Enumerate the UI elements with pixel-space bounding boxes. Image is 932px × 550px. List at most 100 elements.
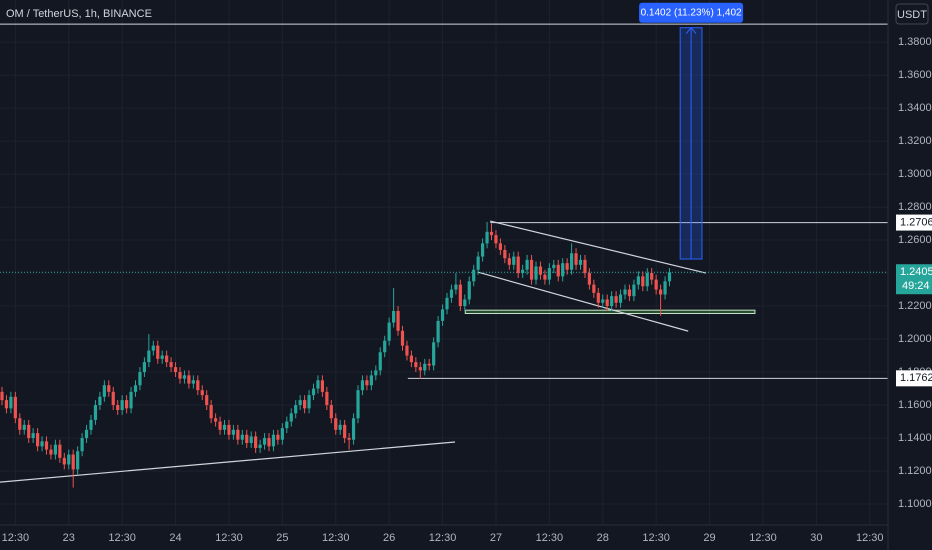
candle-body — [4, 400, 9, 409]
drawings: 0.1402 (11.23%) 1,402 — [0, 2, 888, 483]
currency[interactable]: USDT — [897, 9, 927, 21]
currency-box[interactable] — [895, 3, 929, 25]
y-tick-label: 1.1200 — [898, 465, 932, 477]
candle-body — [614, 296, 618, 303]
x-tick-label: 23 — [63, 532, 75, 544]
candle-body — [187, 375, 191, 384]
candle-body — [436, 320, 440, 343]
candle-body — [596, 292, 600, 303]
candle-body — [574, 253, 578, 265]
candle-body — [650, 273, 654, 280]
y-tick-label: 1.1600 — [898, 399, 932, 411]
candle-body — [392, 311, 396, 323]
candle-body — [360, 380, 365, 391]
candle-body — [365, 380, 369, 386]
x-tick-label: 12:30 — [856, 532, 884, 544]
candle-body — [13, 396, 17, 419]
candle-body — [543, 274, 547, 280]
measure-label: 0.1402 (11.23%) 1,402 — [641, 7, 742, 18]
y-tick-label: 1.1400 — [898, 432, 932, 444]
axes: 1.10001.12001.14001.16001.18001.20001.22… — [2, 36, 932, 544]
candle-body — [316, 380, 320, 389]
candle-body — [182, 375, 187, 379]
candle-body — [351, 418, 356, 440]
candle-body — [529, 259, 534, 280]
x-tick-label: 25 — [276, 532, 288, 544]
candle-body — [561, 263, 565, 277]
x-tick-label: 24 — [169, 532, 181, 544]
candle-body — [280, 428, 284, 440]
candle-body — [102, 385, 106, 397]
candle-body — [120, 400, 124, 411]
candle-body — [525, 259, 529, 270]
candle-body — [0, 391, 4, 401]
candle-body — [521, 269, 525, 274]
x-tick-label: 12:30 — [322, 532, 350, 544]
level-tag — [896, 214, 932, 231]
candle-body — [463, 299, 467, 307]
candle-body — [627, 289, 632, 297]
candle-body — [231, 429, 236, 435]
candle-body — [432, 342, 436, 366]
candle-body — [663, 281, 667, 295]
candle-body — [111, 391, 115, 406]
x-tick-label: 30 — [810, 532, 822, 544]
candle-body — [196, 380, 200, 391]
price-tag-label: 1.2405 — [900, 266, 932, 278]
candle-body — [623, 289, 627, 295]
candle-body — [107, 385, 111, 392]
candle-body — [320, 380, 325, 392]
candle-body — [133, 385, 138, 392]
candle-body — [214, 418, 218, 422]
candle-body — [160, 355, 164, 359]
candle-body — [378, 352, 382, 371]
candle-body — [271, 434, 276, 447]
candle-body — [503, 249, 507, 259]
candle-body — [147, 350, 151, 363]
candle-body — [218, 421, 222, 430]
y-tick-label: 1.2600 — [898, 234, 932, 246]
candle-body — [369, 375, 373, 386]
candle-body — [587, 273, 592, 285]
candle-body — [222, 424, 227, 430]
candle-body — [632, 284, 636, 297]
candle-body — [641, 276, 645, 287]
candle-body — [396, 311, 400, 331]
candle-body — [169, 362, 173, 368]
candle-body — [383, 340, 387, 353]
candle-body — [343, 424, 347, 439]
x-tick-label: 12:30 — [215, 532, 243, 544]
candle-body — [200, 390, 204, 396]
trendline — [477, 271, 689, 332]
candle-body — [71, 454, 75, 470]
candle-body — [67, 454, 71, 465]
candle-body — [267, 438, 271, 447]
candle-body — [329, 405, 333, 419]
x-tick-label: 12:30 — [2, 532, 30, 544]
candle-body — [156, 345, 160, 359]
measure-arrowhead — [685, 26, 697, 35]
candle-body — [667, 272, 672, 282]
candle-body — [178, 372, 182, 379]
candle-body — [414, 362, 418, 368]
candle-body — [592, 284, 596, 293]
y-tick-label: 1.2000 — [898, 333, 932, 345]
candle-body — [507, 258, 511, 265]
candle-body — [494, 235, 498, 244]
candle-body — [454, 284, 458, 290]
candle-body — [654, 279, 658, 290]
y-tick-label: 1.3800 — [898, 36, 932, 48]
candle-body — [400, 330, 405, 346]
candle-body — [62, 457, 66, 465]
x-tick-label: 29 — [703, 532, 715, 544]
candle-body — [209, 405, 213, 419]
candle-body — [538, 266, 543, 275]
candle-body — [601, 299, 605, 303]
candle-body — [80, 438, 84, 452]
x-tick-label: 12:30 — [536, 532, 564, 544]
candle-body — [98, 396, 102, 406]
candle-body — [236, 429, 240, 440]
zone — [464, 309, 756, 314]
price-tag — [896, 264, 932, 295]
